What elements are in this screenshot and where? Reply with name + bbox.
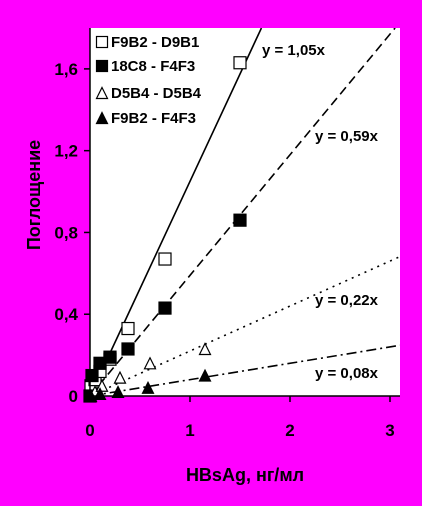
y-tick-label: 1,2 <box>54 142 78 161</box>
data-point <box>111 385 125 399</box>
axes: 0 0,4 0,8 1,2 1,6 0 1 2 3 <box>54 28 400 440</box>
fit-equation-label: y = 0,59x <box>315 128 379 145</box>
equation-labels: y = 1,05x y = 0,59x y = 0,22x y = 0,08x <box>262 42 379 382</box>
data-point <box>198 368 212 382</box>
legend: F9B2 - D9B1 18C8 - F4F3 D5B4 - D5B4 F9B2 - … <box>95 34 202 127</box>
data-point <box>95 86 109 100</box>
data-point <box>158 252 172 266</box>
data-point <box>95 59 109 73</box>
x-tick-label: 1 <box>185 421 194 440</box>
data-point <box>121 321 135 336</box>
y-tick-label: 1,6 <box>54 60 78 79</box>
data-point <box>113 370 127 384</box>
x-tick-label: 2 <box>285 421 294 440</box>
data-point <box>121 342 135 356</box>
legend-entry: F9B2 - F4F3 <box>111 110 196 127</box>
x-tick-label: 3 <box>385 421 394 440</box>
y-tick-label: 0 <box>69 387 78 406</box>
fit-equation-label: y = 1,05x <box>262 42 326 59</box>
fit-equation-label: y = 0,22x <box>315 292 379 309</box>
legend-entry: 18C8 - F4F3 <box>111 58 195 75</box>
fit-line <box>90 344 400 396</box>
data-point <box>95 111 109 125</box>
y-tick-label: 0,4 <box>54 305 78 324</box>
x-axis-title: HBsAg, нг/мл <box>186 465 304 485</box>
plot-area <box>90 28 400 396</box>
y-tick-label: 0,8 <box>54 223 78 242</box>
data-point <box>143 356 157 370</box>
fit-line <box>90 28 263 396</box>
fit-line <box>90 28 396 396</box>
x-tick-label: 0 <box>85 421 94 440</box>
legend-entry: F9B2 - D9B1 <box>111 34 199 51</box>
fit-equation-label: y = 0,08x <box>315 365 379 382</box>
data-point <box>103 350 117 364</box>
fit-line <box>90 255 400 396</box>
data-point <box>141 380 155 394</box>
legend-entry: D5B4 - D5B4 <box>111 85 202 102</box>
data-point <box>233 56 247 70</box>
data-point <box>233 213 247 227</box>
data-point <box>158 301 172 315</box>
fit-lines <box>90 28 400 396</box>
data-point <box>95 35 109 49</box>
data-point <box>85 368 99 383</box>
y-axis-title: Поглощение <box>24 140 44 250</box>
data-point <box>198 342 212 356</box>
